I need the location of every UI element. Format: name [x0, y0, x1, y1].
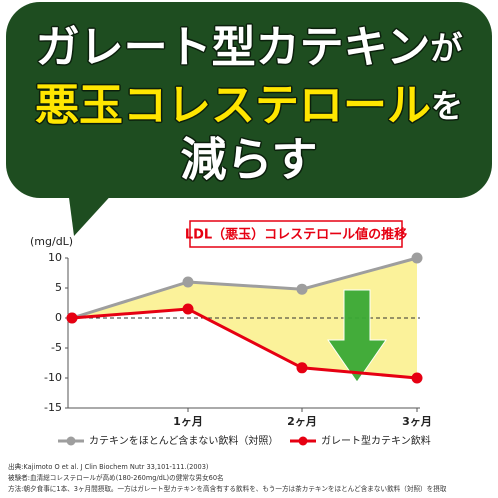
data-point [182, 276, 194, 288]
data-point [296, 283, 308, 295]
y-axis-label: (mg/dL) [30, 235, 73, 248]
legend-label: ガレート型カテキン飲料 [321, 434, 431, 447]
data-point [411, 252, 423, 264]
series-line [71, 307, 418, 380]
data-point [296, 362, 308, 374]
y-tick-label: -15 [44, 401, 62, 414]
legend-label: カテキンをほとんど含まない飲料（対照） [89, 434, 278, 447]
series-layer [66, 252, 423, 384]
series-line [71, 256, 418, 320]
plot: 10 5 0 -5 -10 -15 1ヶ月 2ヶ月 3ヶ月 [44, 251, 432, 428]
y-tick-label: 10 [48, 251, 62, 264]
headline-particle: を [431, 87, 463, 125]
title-box [189, 220, 403, 248]
down-arrow [327, 289, 387, 383]
footnotes: 出典:Kajimoto O et al. J Clin Biochem Nutr… [8, 462, 447, 493]
x-tick-label: 2ヶ月 [287, 415, 317, 428]
data-point [182, 303, 194, 315]
y-tick-label: -5 [51, 341, 62, 354]
headline-line3: 減らす [180, 133, 317, 187]
data-point [66, 312, 78, 324]
footnote: 被験者:血清総コレステロールが高め(180-260mg/dL)の健常な男女60名 [8, 473, 224, 482]
headline-particle: が [430, 29, 462, 67]
data-point [411, 372, 423, 384]
y-tick-label: 0 [55, 311, 62, 324]
footnote: 出典:Kajimoto O et al. J Clin Biochem Nutr… [8, 462, 209, 471]
headline-line1: ガレート型カテキンが [36, 22, 463, 73]
x-tick-label: 1ヶ月 [173, 415, 203, 428]
y-tick-label: -10 [44, 371, 62, 384]
legend-dot [298, 436, 308, 446]
chart-title: LDL（悪玉）コレステロール値の推移 [185, 227, 407, 243]
footnote: 方法:朝夕食事に1本、3ヶ月間摂取。一方はガレート型カテキンを高含有する飲料を、… [8, 484, 447, 493]
x-tick-label: 3ヶ月 [402, 415, 432, 428]
legend-dot [66, 436, 76, 446]
headline-text: 悪玉コレステロール [35, 80, 431, 131]
headline-line2: 悪玉コレステロールを [35, 80, 463, 131]
y-tick-label: 5 [55, 281, 62, 294]
speech-bubble [6, 2, 492, 236]
headline-text: ガレート型カテキン [36, 22, 431, 73]
legend: カテキンをほとんど含まない飲料（対照） ガレート型カテキン飲料 [58, 434, 431, 447]
